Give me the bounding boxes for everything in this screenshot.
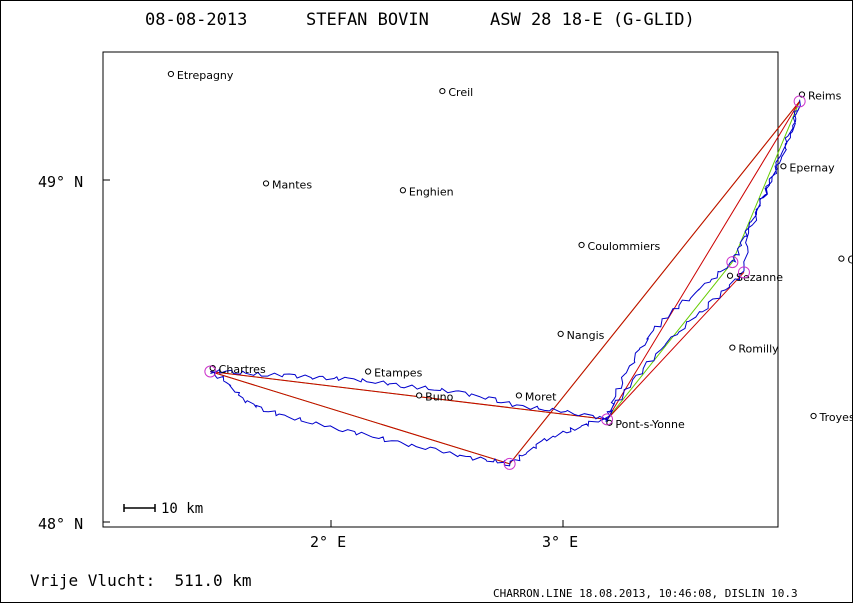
turnpoint-marker [726, 256, 739, 269]
towns-layer: Etrepagny Creil Mantes Enghien Reims Epernay C… [167, 69, 853, 431]
turnpoints-layer [204, 95, 806, 470]
turnpoint-marker [503, 457, 516, 470]
plot-area [102, 51, 779, 528]
town-marker [726, 272, 734, 279]
town-label: Buno [425, 390, 453, 403]
town-marker [439, 87, 446, 95]
scale-bar-label: 10 km [161, 501, 203, 517]
lon-label-3: 3° E [542, 533, 578, 551]
footer-info: CHARRON.LINE 18.08.2013, 10:46:08, DISLI… [493, 587, 798, 600]
town-label: Pont-s-Yonne [615, 418, 685, 431]
task-leg [509, 101, 801, 465]
town-marker [729, 344, 736, 351]
town-marker [262, 180, 270, 187]
free-flight-distance: Vrije Vlucht: 511.0 km [30, 571, 252, 590]
task-leg [210, 371, 608, 420]
town-label: Enghien [409, 185, 454, 198]
town-label: Troyes [819, 411, 853, 424]
lat-label-48: 48° N [38, 515, 83, 533]
town-label: Romilly [738, 343, 779, 356]
axis-ticks [103, 179, 564, 527]
lon-label-2: 2° E [310, 533, 346, 551]
task-lines [210, 101, 801, 465]
town-label: Mantes [272, 178, 312, 191]
town-marker [557, 330, 564, 337]
town-marker [416, 392, 423, 399]
town-label: Moret [525, 390, 557, 403]
header-pilot: STEFAN BOVIN [306, 10, 429, 30]
town-marker [365, 368, 372, 375]
town-marker [810, 412, 817, 420]
town-label: Sezanne [736, 271, 783, 284]
task-leg [606, 271, 745, 420]
scale-bar: 10 km [123, 501, 203, 517]
town-label: Etampes [374, 367, 422, 380]
town-label: Chartres [219, 363, 266, 376]
turnpoint-marker [793, 95, 806, 108]
town-marker [780, 163, 787, 170]
optimized-lines [210, 101, 801, 465]
town-marker [838, 255, 845, 262]
town-marker [399, 187, 407, 194]
town-label: Coulommiers [588, 240, 661, 253]
town-label: Reims [808, 90, 842, 103]
turnpoint-marker [601, 413, 614, 426]
task-leg [606, 101, 801, 420]
optimized-leg [606, 261, 733, 420]
town-marker [578, 241, 585, 249]
task-leg [210, 371, 510, 465]
town-label: Chalons Vatry [847, 254, 853, 267]
town-marker [167, 70, 175, 78]
header-date: 08-08-2013 [145, 10, 247, 30]
optimized-leg [731, 101, 801, 263]
town-label: Etrepagny [177, 69, 234, 82]
turnpoint-marker [204, 365, 217, 378]
header-glider: ASW 28 18-E (G-GLID) [490, 10, 695, 30]
town-label: Epernay [789, 161, 835, 174]
flight-track [210, 99, 801, 467]
town-label: Nangis [567, 329, 605, 342]
turnpoint-marker [737, 266, 750, 279]
town-label: Creil [448, 86, 473, 99]
flight-track-layer [210, 99, 801, 467]
lat-label-49: 49° N [38, 173, 83, 191]
town-marker [515, 392, 523, 399]
